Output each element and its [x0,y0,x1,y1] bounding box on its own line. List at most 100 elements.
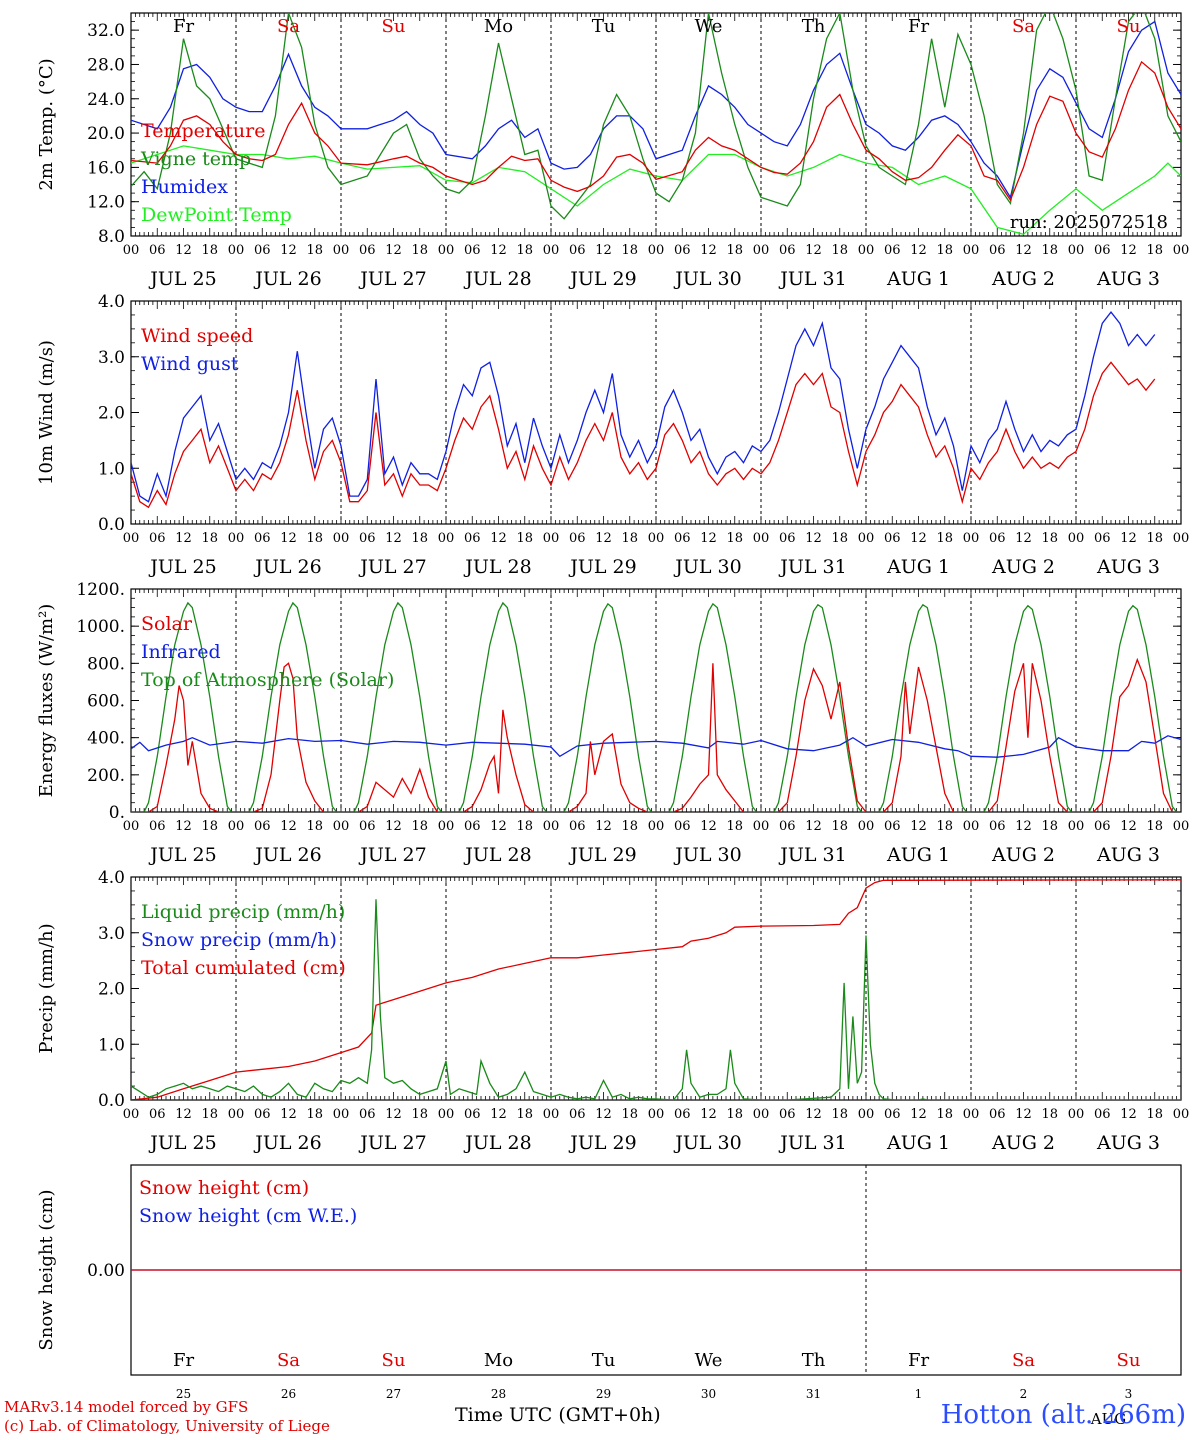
hour-tick-label: 18 [411,819,428,834]
date-label: JUL 26 [253,844,321,866]
hour-tick-label: 00 [123,243,140,258]
hour-tick-label: 00 [543,243,560,258]
hour-tick-label: 00 [1173,531,1190,546]
hour-tick-label: 06 [884,1107,901,1122]
date-label: JUL 27 [358,1132,426,1154]
hour-tick-label: 06 [359,531,376,546]
y-tick-label: 16.0 [87,158,125,178]
series-top-of-atmosphere-solar [131,601,1178,812]
hour-tick-label: 00 [753,243,770,258]
panel-1: 00 06 12 18 00 06 12 18 00 06 12 18 00 06 12 18 00 06 12 18… [36,12,1190,290]
hour-tick-label: 18 [1041,531,1058,546]
hour-tick-label: 12 [1015,819,1032,834]
hour-tick-label: 00 [963,819,980,834]
weekday-label: Sa [277,16,300,37]
y-tick-label: 8.0 [98,227,125,247]
weekday-label-bottom: Fr [908,1350,929,1371]
hour-tick-label: 06 [359,243,376,258]
hour-tick-label: 18 [1041,243,1058,258]
hour-tick-label: 18 [1041,819,1058,834]
legend-entry: Wind gust [141,353,239,375]
date-label: AUG 1 [886,844,950,866]
hour-tick-label: 00 [333,531,350,546]
y-tick-label: 600. [87,692,125,712]
hour-tick-label: 06 [359,819,376,834]
hour-tick-label: 12 [805,531,822,546]
day-number: 27 [386,1387,401,1401]
date-label: AUG 2 [991,556,1055,578]
hour-tick-label: 00 [228,531,245,546]
date-label: JUL 26 [253,556,321,578]
y-tick-label: 800. [87,654,125,674]
y-tick-label: 2.0 [98,980,125,1000]
hour-tick-label: 00 [753,531,770,546]
date-label: JUL 28 [463,844,531,866]
hour-tick-label: 18 [1146,243,1163,258]
hour-tick-label: 06 [674,531,691,546]
hour-tick-label: 12 [595,819,612,834]
legend-entry: Temperature [141,120,265,142]
hour-tick-label: 00 [543,819,560,834]
hour-tick-label: 00 [753,819,770,834]
hour-tick-label: 12 [385,819,402,834]
hour-tick-label: 06 [989,819,1006,834]
day-number: 30 [701,1387,716,1401]
hour-tick-label: 00 [1068,819,1085,834]
y-tick-label: 400. [87,729,125,749]
hour-tick-label: 00 [228,819,245,834]
legend-entry: Snow height (cm W.E.) [139,1205,357,1227]
hour-tick-label: 18 [306,531,323,546]
legend-entry: Liquid precip (mm/h) [141,901,345,923]
hour-tick-label: 00 [963,243,980,258]
date-label: JUL 29 [568,268,636,290]
hour-tick-label: 12 [1120,243,1137,258]
series-wind-gust [131,311,1156,503]
weekday-label-bottom: Su [1117,1350,1141,1371]
hour-tick-label: 18 [621,819,638,834]
series-wind-speed [131,361,1156,509]
weekday-label: Su [382,16,406,37]
hour-tick-label: 06 [254,819,271,834]
day-number: 26 [281,1387,296,1401]
y-tick-label: 0.0 [98,1091,125,1111]
hour-tick-label: 18 [306,819,323,834]
series-liquid-precip-mm-h [131,899,1181,1100]
hour-tick-label: 06 [569,1107,586,1122]
hour-tick-label: 18 [1146,531,1163,546]
weekday-label: Fr [173,16,194,37]
hour-tick-label: 12 [805,819,822,834]
panel-3: 00 06 12 18 00 06 12 18 00 06 12 18 00 06 12 18 00 06 12 18… [36,580,1189,866]
hour-tick-label: 12 [385,531,402,546]
y-tick-label: 0.00 [87,1261,125,1281]
hour-tick-label: 00 [858,1107,875,1122]
y-axis-label: 2m Temp. (°C) [36,58,57,190]
hour-tick-label: 06 [674,243,691,258]
y-axis-label: 10m Wind (m/s) [36,340,57,485]
legend-entry: Total cumulated (cm) [141,957,346,979]
y-tick-label: 4.0 [98,868,125,888]
hour-tick-label: 18 [516,1107,533,1122]
hour-tick-label: 06 [1094,1107,1111,1122]
legend-entry: DewPoint Temp [141,204,292,226]
hour-tick-label: 00 [858,243,875,258]
credit-line-2: (c) Lab. of Climatology, University of L… [4,1417,330,1435]
date-label: AUG 1 [886,556,950,578]
hour-tick-label: 12 [700,243,717,258]
hour-tick-label: 18 [621,1107,638,1122]
weekday-label: We [695,16,723,37]
hour-tick-label: 18 [831,819,848,834]
hour-tick-label: 00 [1173,243,1190,258]
hour-tick-label: 06 [884,531,901,546]
date-label: AUG 2 [991,268,1055,290]
hour-tick-label: 18 [621,531,638,546]
date-label: JUL 25 [148,1132,216,1154]
hour-tick-label: 18 [1146,819,1163,834]
weekday-label: Su [1117,16,1141,37]
hour-tick-label: 18 [726,243,743,258]
y-tick-label: 3.0 [98,924,125,944]
date-label: JUL 28 [463,268,531,290]
date-label: AUG 1 [886,1132,950,1154]
date-label: JUL 25 [148,844,216,866]
weekday-label: Fr [908,16,929,37]
